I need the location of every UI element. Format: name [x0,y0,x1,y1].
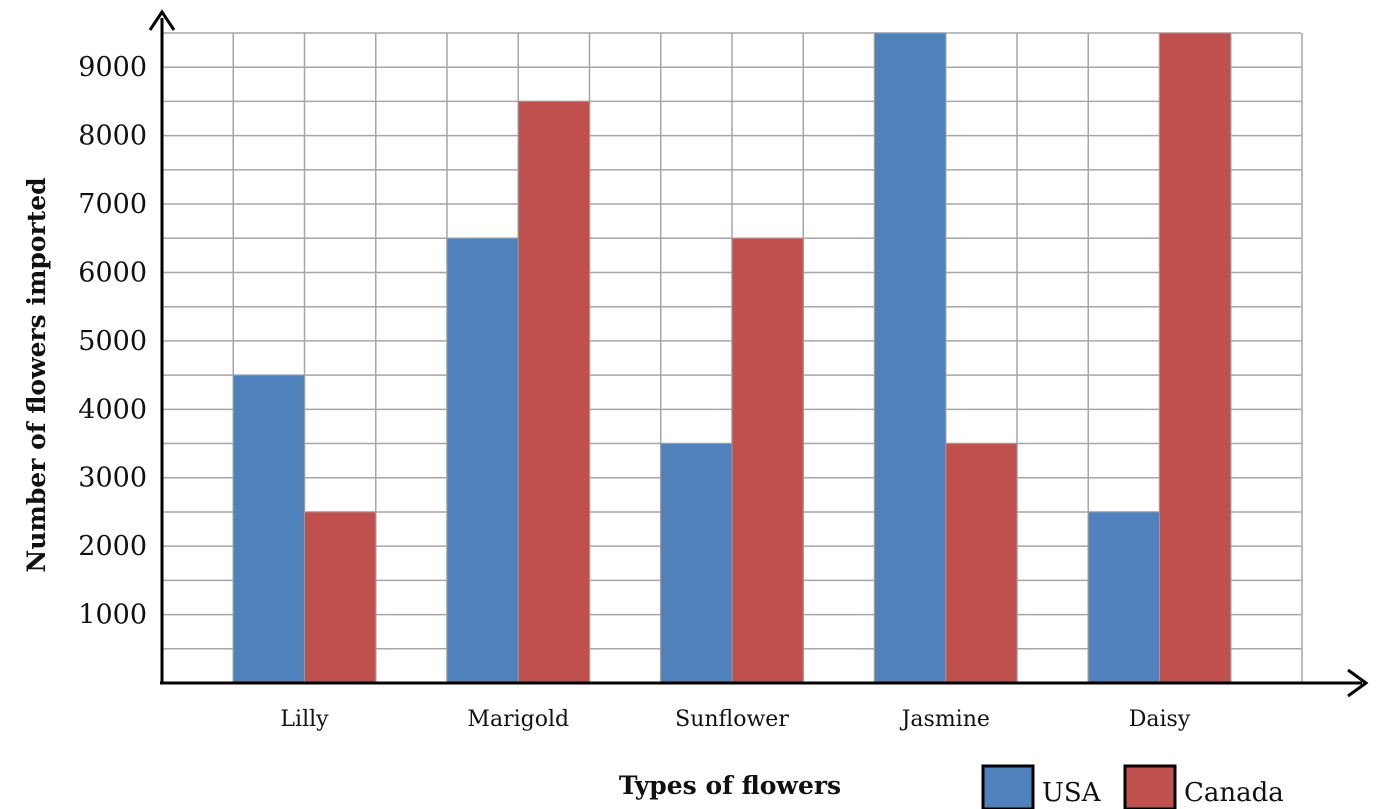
y-axis-arrow-icon [148,9,176,31]
legend-swatch-usa [981,764,1035,809]
category-label: Lilly [280,707,329,732]
bar-usa-jasmine [874,32,947,684]
category-label: Marigold [467,707,569,732]
bar-canada-daisy [1159,32,1232,684]
y-tick-label: 3000 [78,463,147,494]
axes [148,9,1369,698]
y-tick-label: 6000 [78,257,147,288]
y-tick-label: 4000 [78,394,147,425]
bar-usa-daisy [1087,511,1160,684]
y-tick-label: 2000 [78,531,147,562]
legend-swatch-canada [1123,764,1177,809]
bar-usa-sunflower [660,443,733,684]
y-tick-label: 9000 [78,52,147,83]
bar-usa-lilly [232,374,305,684]
category-label: Sunflower [675,707,789,732]
category-label: Jasmine [900,707,990,732]
bar-usa-marigold [446,237,519,684]
y-tick-label: 1000 [78,600,147,631]
legend: USA Canada [981,764,1284,809]
bar-canada-marigold [517,100,590,684]
y-tick-label: 7000 [78,189,147,220]
bar-canada-lilly [304,511,377,684]
category-labels: Lilly Marigold Sunflower Jasmine Daisy [280,707,1190,732]
category-label: Daisy [1129,707,1191,732]
x-axis-arrow-icon [1347,668,1369,698]
y-axis-title: Number of flowers imported [22,177,51,572]
legend-label-usa: USA [1042,778,1102,808]
y-tick-labels: 1000 2000 3000 4000 5000 6000 7000 8000 9000 [78,52,147,630]
bars [232,32,1232,684]
legend-label-canada: Canada [1184,778,1284,808]
y-tick-label: 5000 [78,326,147,357]
bar-canada-jasmine [945,443,1018,684]
y-tick-label: 8000 [78,121,147,152]
bar-canada-sunflower [731,237,804,684]
x-axis-title: Types of flowers [619,771,841,800]
